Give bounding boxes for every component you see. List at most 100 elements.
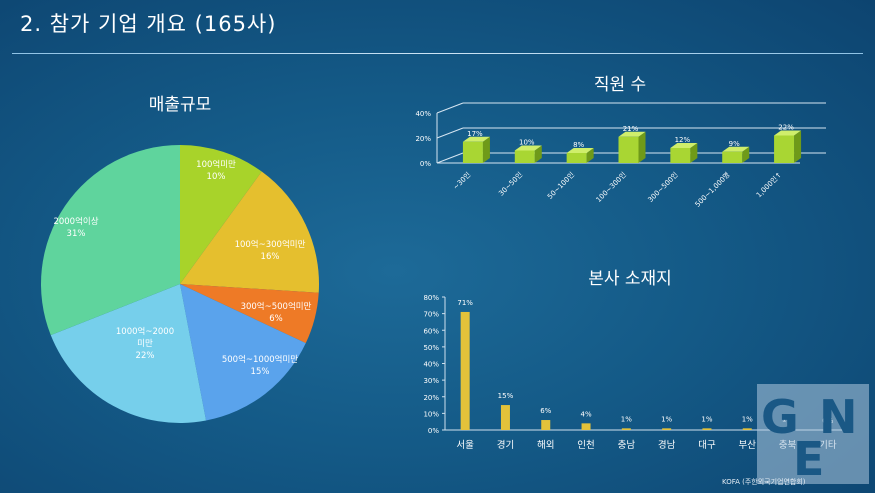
pie-slice-label: 22% <box>136 351 155 361</box>
employee-bar-label: 22% <box>778 124 794 132</box>
pie-slice-label: 31% <box>67 229 86 239</box>
slide-title: 2. 참가 기업 개요 (165사) <box>20 12 277 36</box>
hq-chart-title: 본사 소재지 <box>588 269 672 289</box>
grid-line-diagonal <box>436 127 464 139</box>
employee-bar <box>774 135 795 163</box>
bar-top <box>722 146 750 152</box>
hq-bar-label: 71% <box>457 299 473 307</box>
pie-slice-label: 100억~300억미만 <box>235 239 306 250</box>
bar-side <box>482 136 490 163</box>
y-tick-label: 50% <box>423 344 439 352</box>
pie-slice <box>180 171 320 293</box>
hq-category-label: 경남 <box>658 439 676 451</box>
pie-slice-label: 10% <box>207 172 226 182</box>
pie-slice-label: 2000억이상 <box>53 216 98 227</box>
employee-category-label: 50~100인 <box>545 170 576 201</box>
y-tick-label: 10% <box>423 410 439 418</box>
employee-bar <box>618 136 639 163</box>
pie-slice-label: 15% <box>251 367 270 377</box>
pie-slice <box>180 145 262 284</box>
hq-bar <box>500 405 510 430</box>
employee-category-label: 500~1,000명 <box>693 170 732 209</box>
revenue-chart-title: 매출규모 <box>148 95 212 115</box>
title-divider <box>12 53 863 54</box>
y-tick-label: 40% <box>415 110 431 118</box>
bar-side <box>638 131 646 163</box>
hq-category-label: 해외 <box>537 439 554 451</box>
logo-letter-e: E <box>793 432 825 486</box>
hq-bar <box>662 428 672 430</box>
hq-bar <box>621 428 631 430</box>
hq-bar <box>702 428 712 430</box>
employee-bar-label: 9% <box>729 140 740 148</box>
hq-bar-label: 1% <box>661 415 672 423</box>
hq-bar <box>581 423 591 430</box>
y-tick-label: 30% <box>423 377 439 385</box>
employee-category-label: ~30인 <box>451 170 472 191</box>
hq-bar <box>742 428 752 430</box>
employee-chart-title: 직원 수 <box>593 75 647 95</box>
bar-side <box>690 143 698 163</box>
employee-bar-label: 21% <box>623 125 639 133</box>
bar-top <box>462 136 490 142</box>
employee-bar <box>722 151 743 163</box>
hq-bar-label: 1% <box>701 415 712 423</box>
logo-letter-n: N <box>819 390 858 444</box>
hq-bar <box>541 420 551 430</box>
bar-side <box>794 130 802 163</box>
employee-bar-label: 17% <box>467 130 483 138</box>
pie-slice-label: 6% <box>269 314 283 324</box>
employee-bar-label: 8% <box>573 141 584 149</box>
y-tick-label: 20% <box>415 135 431 143</box>
grid-line-diagonal <box>436 152 464 164</box>
hq-category-label: 서울 <box>456 440 474 451</box>
employee-bar <box>462 141 483 163</box>
pie-slice <box>180 284 306 421</box>
hq-category-label: 충남 <box>618 440 636 451</box>
gne-logo: G N E <box>757 384 869 484</box>
bar-top <box>514 145 542 151</box>
hq-category-label: 대구 <box>698 440 716 451</box>
hq-category-label: 경기 <box>497 439 514 451</box>
employee-category-label: 300~500인 <box>646 170 680 204</box>
hq-bar <box>460 311 470 430</box>
hq-bar-label: 6% <box>540 407 551 415</box>
y-tick-label: 60% <box>423 327 439 335</box>
pie-slice-label: 500억~1000억미만 <box>222 354 298 365</box>
hq-category-label: 인천 <box>577 440 594 451</box>
pie-slice-label: 미만 <box>137 339 153 349</box>
employee-bar-label: 12% <box>675 136 691 144</box>
hq-bar-label: 1% <box>621 415 632 423</box>
y-tick-label: 0% <box>428 427 439 435</box>
hq-bar-label: 15% <box>498 392 514 400</box>
y-tick-label: 80% <box>423 294 439 302</box>
employee-category-label: 1,000인↑ <box>754 170 783 199</box>
bar-top <box>566 148 594 153</box>
employee-bar <box>670 148 691 163</box>
y-tick-label: 70% <box>423 311 439 319</box>
y-tick-label: 0% <box>420 160 431 168</box>
employee-bar-label: 10% <box>519 139 535 147</box>
y-tick-label: 20% <box>423 394 439 402</box>
hq-category-label: 부산 <box>739 440 757 451</box>
hq-bar-label: 1% <box>742 415 753 423</box>
pie-slice-label: 100억미만 <box>196 159 236 170</box>
y-tick-label: 40% <box>423 361 439 369</box>
bar-side <box>534 145 542 163</box>
pie-slice <box>40 145 181 336</box>
pie-slice <box>50 284 207 424</box>
pie-slice <box>180 284 319 344</box>
pie-slice-label: 300억~500억미만 <box>241 301 312 312</box>
bar-top <box>670 143 698 148</box>
hq-bar-label: 4% <box>580 410 591 418</box>
source-note: KOFA (주한외국기업연합회) <box>722 478 806 486</box>
employee-bar <box>566 153 587 163</box>
bar-top <box>774 130 802 136</box>
logo-letter-g: G <box>761 390 799 444</box>
grid-line-diagonal <box>436 102 464 114</box>
employee-category-label: 100~300인 <box>594 170 628 204</box>
pie-slice-label: 16% <box>261 252 280 262</box>
employee-bar <box>514 150 535 163</box>
bar-side <box>742 146 750 163</box>
